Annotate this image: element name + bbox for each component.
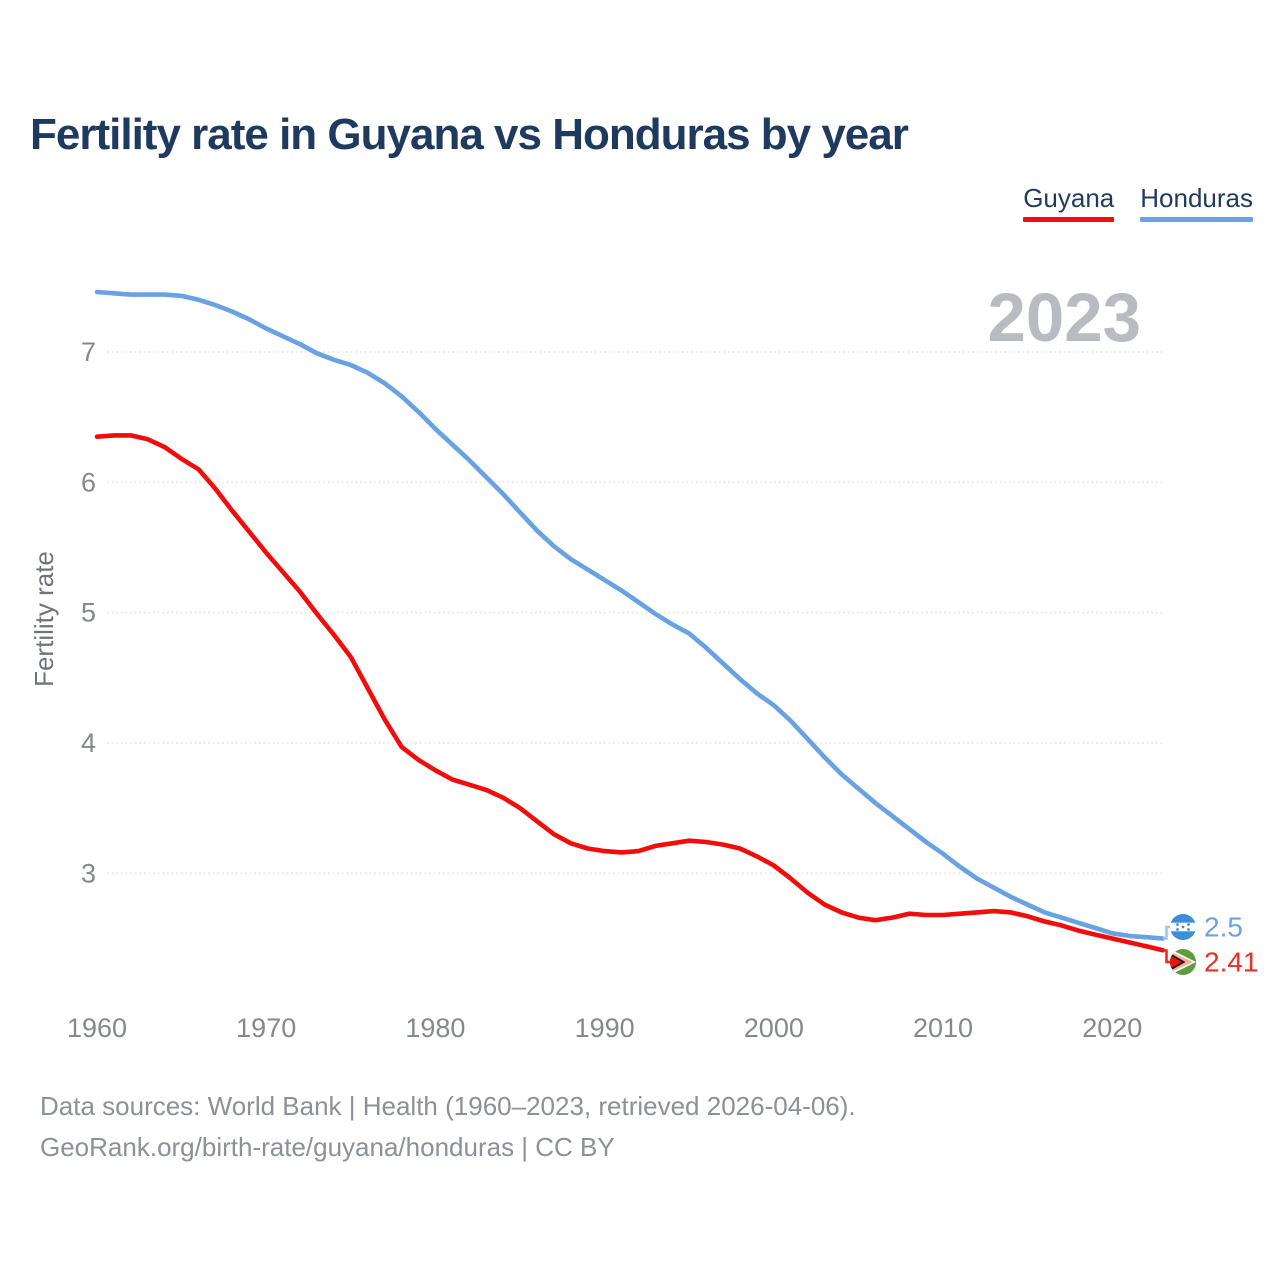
y-tick-7: 7	[81, 337, 96, 367]
y-tick-3: 3	[81, 858, 96, 888]
honduras-line-series	[94, 289, 1166, 941]
honduras-endpoint-connector	[1163, 925, 1170, 940]
legend-label-guyana: Guyana	[1023, 183, 1115, 213]
legend-swatch-guyana	[1023, 216, 1115, 222]
x-tick-2010: 2010	[913, 1013, 973, 1043]
y-tick-labels: 3 4 5 6 7	[81, 337, 96, 888]
x-tick-1960: 1960	[67, 1013, 127, 1043]
page-title: Fertility rate in Guyana vs Honduras by …	[30, 110, 909, 159]
watermark-year: 2023	[988, 279, 1142, 356]
x-tick-1990: 1990	[575, 1013, 635, 1043]
honduras-end-value: 2.5	[1204, 912, 1243, 943]
legend-swatch-honduras	[1140, 216, 1253, 222]
honduras-flag-icon	[1170, 914, 1196, 940]
footer: Data sources: World Bank | Health (1960–…	[40, 1086, 856, 1168]
y-tick-6: 6	[81, 467, 96, 497]
footer-sources-line: Data sources: World Bank | Health (1960–…	[40, 1091, 856, 1121]
legend-item-honduras[interactable]: Honduras	[1140, 184, 1253, 222]
y-tick-5: 5	[81, 598, 96, 628]
x-tick-labels: 1960 1970 1980 1990 2000 2010 2020	[67, 1013, 1142, 1043]
guyana-flag-icon	[1170, 949, 1196, 975]
x-tick-1970: 1970	[236, 1013, 296, 1043]
guyana-end-value: 2.41	[1204, 947, 1259, 978]
x-tick-2020: 2020	[1082, 1013, 1142, 1043]
guyana-line-series	[94, 433, 1166, 953]
legend-item-guyana[interactable]: Guyana	[1023, 183, 1115, 222]
x-tick-2000: 2000	[744, 1013, 804, 1043]
footer-attribution-line: GeoRank.org/birth-rate/guyana/honduras |…	[40, 1132, 615, 1162]
legend: Guyana Honduras	[1023, 184, 1253, 222]
gridlines	[107, 350, 1163, 875]
guyana-endpoint-connector	[1163, 949, 1170, 964]
y-tick-4: 4	[81, 728, 96, 758]
x-tick-1980: 1980	[405, 1013, 465, 1043]
legend-label-honduras: Honduras	[1140, 183, 1253, 213]
